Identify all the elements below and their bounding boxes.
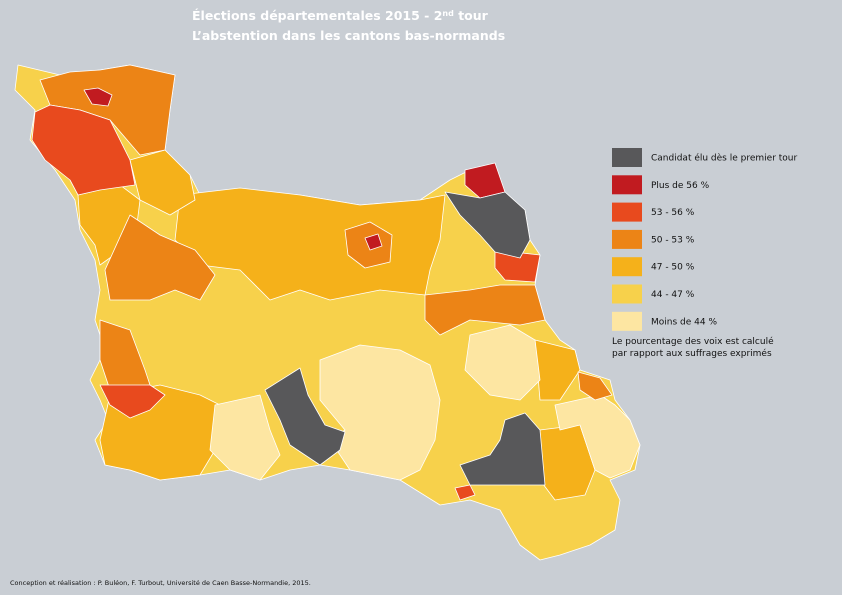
canton-area [464,324,541,401]
canton-area [459,412,546,486]
canton-area [209,394,281,481]
credit: Conception et réalisation : P. Buléon, F… [10,579,311,587]
legend-swatch [612,284,642,304]
legend-label: 44 - 47 % [651,290,695,300]
canton-area [444,191,531,259]
title-part: Élections départementales 2015 - 2 [192,8,442,23]
legend-label: 50 - 53 % [651,235,695,245]
canton-area [577,371,613,401]
legend-label: Candidat élu dès le premier tour [651,153,797,164]
canton-area [554,394,641,479]
canton-area [99,384,166,419]
map-subtitle: L’abstention dans les cantons bas-norman… [192,28,505,43]
title-part: tour [454,8,489,23]
legend-note: Le pourcentage des voix est calculé [612,336,774,347]
legend-swatch [612,229,642,249]
region-map [14,64,641,561]
canton-area [534,339,581,401]
legend-swatch [612,148,642,167]
legend-label: 47 - 50 % [651,263,695,273]
legend-label: 53 - 56 % [651,208,695,218]
legend-swatch [612,311,642,331]
legend-swatch [612,257,642,277]
legend-label: Moins de 44 % [651,317,717,327]
canton-area [264,367,346,466]
legend-swatch [612,175,642,195]
canton-area [31,104,136,196]
legend: Candidat élu dès le premier tour Plus de … [612,148,797,331]
legend-swatch [612,202,642,222]
canton-area [454,484,476,501]
canton-area [364,233,383,251]
legend-label: Plus de 56 % [651,181,710,191]
legend-note: par rapport aux suffrages exprimés [612,348,772,359]
title-superscript: nd [442,9,454,18]
canton-area [104,214,216,301]
canton-area [424,284,546,336]
map-title: Élections départementales 2015 - 2nd tou… [192,8,489,23]
canton-area [319,344,441,481]
canton-area [494,249,541,283]
canton-area [83,87,113,107]
